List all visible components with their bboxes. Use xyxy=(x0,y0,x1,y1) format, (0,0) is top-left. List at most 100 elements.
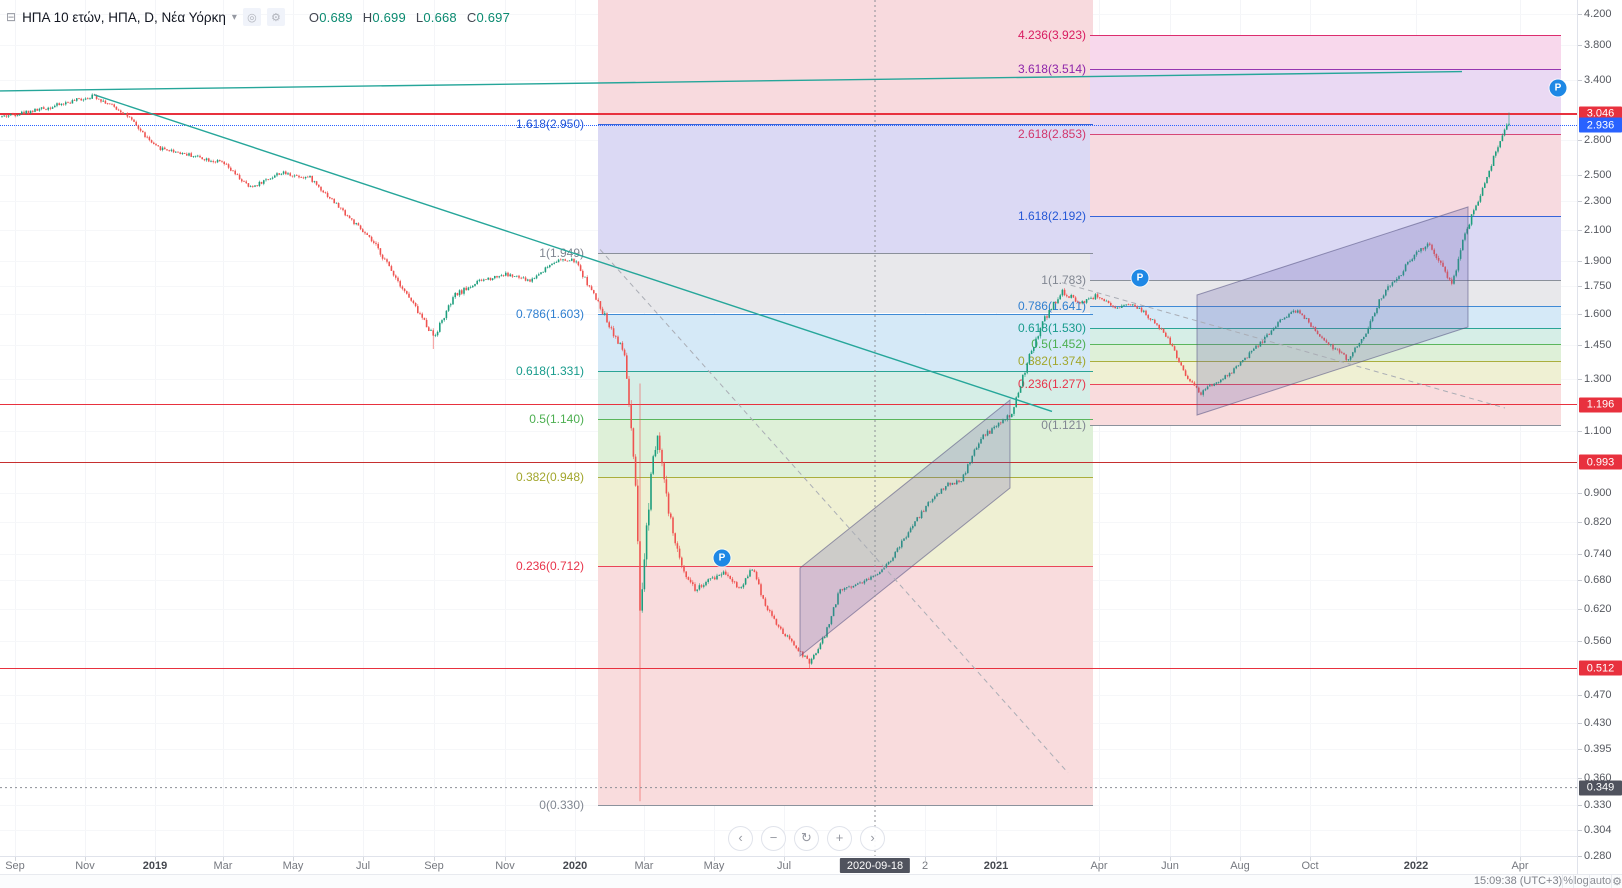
price-tick-label: 0.395 xyxy=(1584,743,1612,756)
price-line[interactable] xyxy=(0,667,1577,669)
axis-settings-gear-icon[interactable]: ⚙ xyxy=(1612,876,1622,888)
price-tick-label: 2.800 xyxy=(1584,134,1612,147)
fib-level-line[interactable] xyxy=(598,565,1093,567)
price-tick-mark xyxy=(1578,492,1582,494)
time-tick-label: 2020 xyxy=(562,860,588,872)
time-tick-label: Mar xyxy=(634,860,654,872)
zoom-out-button[interactable]: − xyxy=(761,826,786,851)
price-badge: 1.196 xyxy=(1579,397,1622,413)
price-axis[interactable]: 4.200 3.800 3.400 2.800 2.500 2.300 2.100 1.900… xyxy=(1577,0,1622,874)
price-line[interactable] xyxy=(0,112,1577,115)
log-scale-button[interactable]: log xyxy=(1574,875,1589,887)
price-tick-label: 0.304 xyxy=(1584,824,1612,837)
grid-line xyxy=(1520,0,1521,856)
fib-band xyxy=(1090,306,1561,328)
fib-level-line[interactable] xyxy=(1090,361,1561,363)
time-tick-label: May xyxy=(282,860,304,872)
price-line[interactable] xyxy=(0,461,1577,463)
time-tick-mark xyxy=(15,857,16,861)
price-tick-label: 1.600 xyxy=(1584,308,1612,321)
chevron-down-icon[interactable]: ▾ xyxy=(231,11,237,23)
fib-level-line[interactable] xyxy=(598,804,1093,806)
fib-level-line[interactable] xyxy=(1090,306,1561,308)
price-badge: 2.936 xyxy=(1579,117,1622,133)
parallel-channel[interactable] xyxy=(1196,206,1469,416)
scroll-right-button[interactable]: › xyxy=(860,826,885,851)
price-tick-mark xyxy=(1578,286,1582,288)
price-tick-mark xyxy=(1578,79,1582,81)
price-tick-label: 0.430 xyxy=(1584,716,1612,729)
session-clock: 15:09:38 (UTC+3) xyxy=(1473,875,1563,887)
price-tick-mark xyxy=(1578,14,1582,15)
time-tick-mark xyxy=(1099,857,1100,861)
parallel-channel[interactable] xyxy=(799,398,1011,658)
trend-line[interactable] xyxy=(1061,282,1506,409)
price-tick-mark xyxy=(1578,314,1582,316)
fib-level-line[interactable] xyxy=(1090,327,1561,329)
price-tick-label: 2.300 xyxy=(1584,195,1612,208)
fib-level-line[interactable] xyxy=(598,123,1093,125)
fib-level-line[interactable] xyxy=(1090,280,1561,282)
fib-band xyxy=(1090,327,1561,345)
auto-scale-button[interactable]: auto xyxy=(1589,875,1612,887)
price-tick-mark xyxy=(1578,430,1582,432)
fib-level-line[interactable] xyxy=(1090,134,1561,136)
fib-level-line[interactable] xyxy=(598,371,1093,373)
grid-line xyxy=(85,0,86,856)
grid-line xyxy=(1416,0,1417,856)
symbol-title[interactable]: ΗΠΑ 10 ετών, ΗΠΑ, D, Νέα Υόρκη xyxy=(22,9,226,25)
time-tick-mark xyxy=(85,857,86,861)
settings-icon[interactable]: ⚙ xyxy=(266,8,285,26)
chart-plot-area[interactable]: 0(0.330) 0.236(0.712) 0.382(0.948) 0.5(1.14… xyxy=(0,0,1577,856)
time-tick-mark xyxy=(434,857,435,861)
time-tick-label: Apr xyxy=(1511,860,1529,872)
price-tick-label: 1.450 xyxy=(1584,338,1612,351)
time-tick-mark xyxy=(155,857,156,861)
fib-level-line[interactable] xyxy=(598,419,1093,421)
time-tick-label: 2021 xyxy=(983,860,1009,872)
fib-level-line[interactable] xyxy=(1090,424,1561,426)
price-tick-mark xyxy=(1578,378,1582,380)
time-tick-mark xyxy=(644,857,645,861)
pin-marker[interactable]: P xyxy=(1131,269,1149,287)
price-tick-label: 0.560 xyxy=(1584,634,1612,647)
fib-level-line[interactable] xyxy=(598,313,1093,315)
fib-level-line[interactable] xyxy=(598,252,1093,254)
percent-scale-button[interactable]: % xyxy=(1563,875,1574,887)
trend-line[interactable] xyxy=(93,94,1053,413)
time-tick-mark xyxy=(1416,857,1417,861)
zoom-in-button[interactable]: + xyxy=(827,826,852,851)
fib-level-line[interactable] xyxy=(1090,344,1561,346)
fib-level-line[interactable] xyxy=(1090,384,1561,386)
pin-marker[interactable]: P xyxy=(1549,79,1567,97)
separator xyxy=(1562,875,1564,888)
price-tick-label: 0.740 xyxy=(1584,547,1612,560)
pin-marker[interactable]: P xyxy=(713,549,731,567)
trend-line[interactable] xyxy=(0,70,1463,92)
price-tick-mark xyxy=(1578,608,1582,610)
time-tick-mark xyxy=(996,857,997,861)
time-tick-label: Nov xyxy=(495,860,515,872)
time-axis[interactable]: Sep Nov 2019 Mar May Jul Sep Nov 2020 Mar May Jul 2 2… xyxy=(0,856,1577,875)
eye-icon[interactable]: ◎ xyxy=(242,8,261,26)
fib-level-line[interactable] xyxy=(1090,69,1561,71)
fib-band xyxy=(1090,35,1561,70)
trend-line[interactable] xyxy=(599,249,1069,774)
price-tick-mark xyxy=(1578,521,1582,523)
fib-level-line[interactable] xyxy=(598,476,1093,478)
drawings-overlay xyxy=(0,0,1577,856)
scroll-left-button[interactable]: ‹ xyxy=(728,826,753,851)
fib-band xyxy=(598,123,1093,253)
fib-band xyxy=(598,0,1093,124)
fib-level-line[interactable] xyxy=(1090,216,1561,218)
horizontal-lines-layer xyxy=(0,112,1577,669)
price-badge: 0.349 xyxy=(1579,780,1622,796)
fib-level-line[interactable] xyxy=(1090,35,1561,37)
fib-band xyxy=(598,476,1093,566)
reset-view-button[interactable]: ↻ xyxy=(794,826,819,851)
price-line[interactable] xyxy=(0,124,1577,126)
price-line[interactable] xyxy=(0,404,1577,406)
collapse-icon[interactable]: ⊟ xyxy=(6,10,17,24)
time-tick-label: Mar xyxy=(213,860,233,872)
